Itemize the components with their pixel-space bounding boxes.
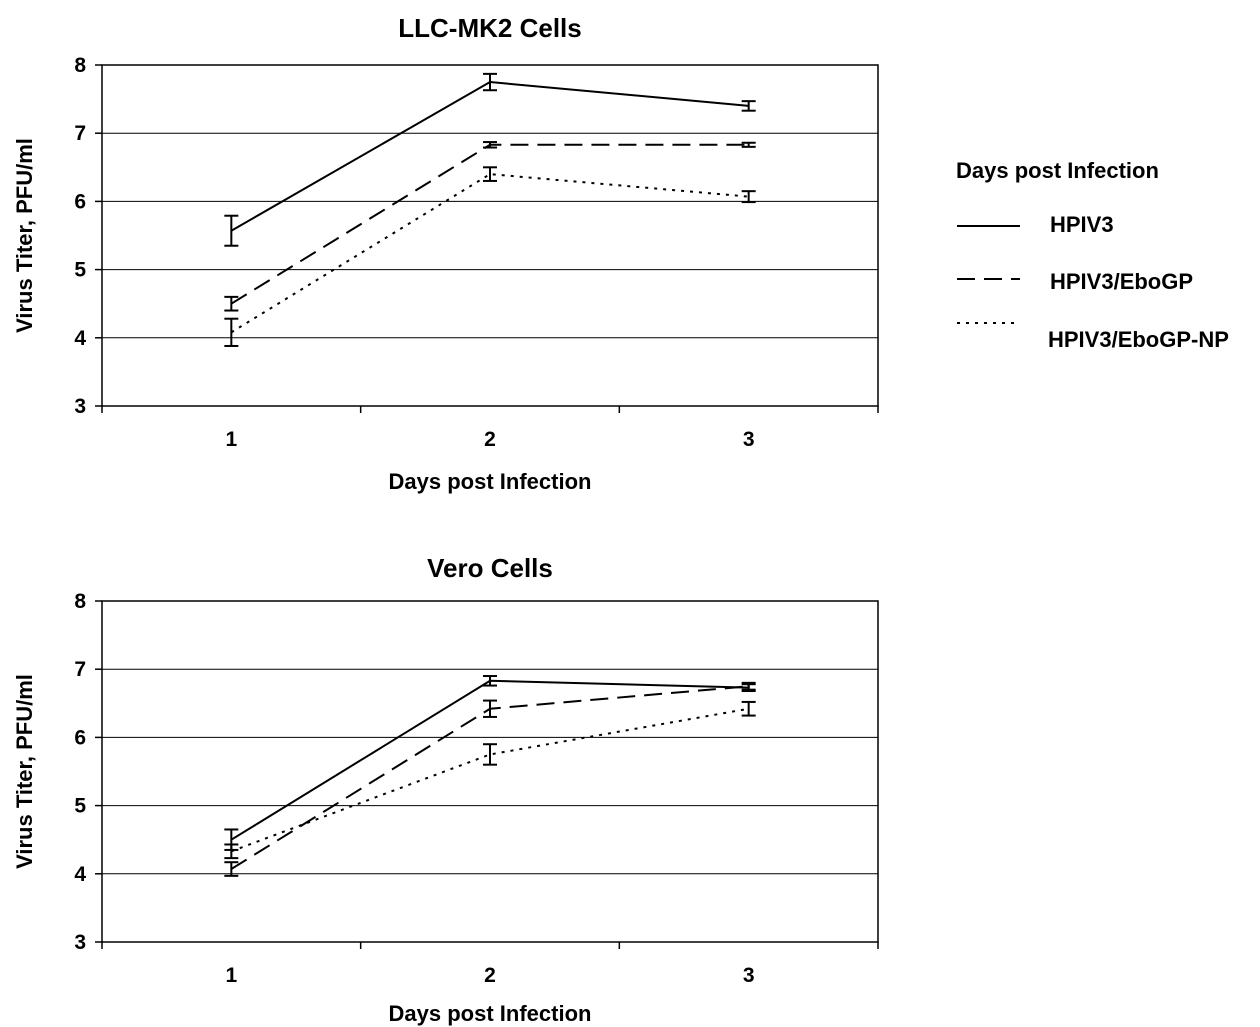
series-line-2 [230,173,749,334]
x-tick-label: 2 [484,428,496,451]
error-bar [483,675,497,687]
y-tick-label: 6 [74,726,86,749]
x-axis-title: Days post Infection [389,469,592,494]
error-bar [483,141,497,149]
error-bar [741,700,756,717]
y-tick-label: 3 [74,931,86,954]
error-bar [483,699,497,718]
error-bar [483,743,497,766]
plot-area [101,64,879,407]
y-axis-title: Virus Titer, PFU/ml [12,674,37,869]
y-tick-label: 4 [74,327,86,350]
y-tick-label: 4 [74,863,86,886]
y-tick-label: 8 [74,54,86,77]
error-bar [741,141,756,148]
y-tick-label: 5 [74,795,86,818]
error-bar [483,72,497,92]
chart-vero: Vero Cells 3 4 5 6 7 8 1 2 3 Days post Infection Vi… [12,553,879,1026]
legend-title: Days post Infection [956,158,1159,183]
y-tick-label: 5 [74,259,86,282]
plot-area [101,600,879,943]
y-tick-label: 8 [74,590,86,613]
legend-label: HPIV3/EboGP [1050,269,1193,294]
y-axis-title: Virus Titer, PFU/ml [12,138,37,333]
legend-label: HPIV3/EboGP-NP [1048,327,1229,352]
chart-title: LLC-MK2 Cells [398,13,581,43]
error-bar [741,681,756,691]
error-bar [224,317,239,347]
y-tick-label: 7 [74,658,86,681]
error-bar [224,861,239,877]
legend: Days post Infection HPIV3 HPIV3/EboGP HPIV3… [956,158,1229,352]
x-tick-label: 1 [225,428,237,451]
series-line-2 [230,707,749,853]
x-axis-title: Days post Infection [389,1001,592,1026]
y-tick-label: 3 [74,395,86,418]
error-bar [224,214,239,247]
series-line-0 [230,81,749,232]
error-bar [741,190,756,204]
x-tick-label: 2 [484,964,496,987]
legend-label: HPIV3 [1050,212,1114,237]
chart-llc-mk2: LLC-MK2 Cells 3 4 5 6 7 8 1 2 3 Days post Infectio… [12,13,879,494]
error-bar [224,843,239,860]
error-bar [224,295,239,312]
x-tick-label: 3 [743,428,755,451]
chart-title: Vero Cells [427,553,553,583]
error-bar [483,166,497,182]
error-bar [741,100,756,112]
x-tick-label: 3 [743,964,755,987]
x-tick-label: 1 [225,964,237,987]
y-tick-label: 6 [74,190,86,213]
y-tick-label: 7 [74,122,86,145]
